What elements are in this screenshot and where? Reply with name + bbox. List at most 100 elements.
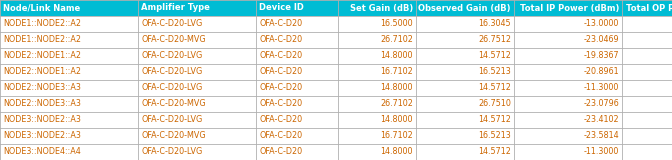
Bar bbox=[514, 0, 622, 16]
Bar bbox=[338, 64, 416, 80]
Bar bbox=[0, 112, 138, 128]
Bar bbox=[514, 96, 622, 112]
Bar bbox=[622, 80, 672, 96]
Text: 16.7102: 16.7102 bbox=[380, 68, 413, 76]
Bar bbox=[514, 80, 622, 96]
Bar bbox=[514, 128, 622, 144]
Bar bbox=[256, 80, 338, 96]
Bar bbox=[138, 64, 256, 80]
Bar bbox=[416, 32, 514, 48]
Bar bbox=[138, 0, 256, 16]
Text: 14.8000: 14.8000 bbox=[380, 52, 413, 60]
Text: -23.4102: -23.4102 bbox=[583, 116, 619, 124]
Bar bbox=[622, 32, 672, 48]
Bar bbox=[138, 96, 256, 112]
Bar bbox=[514, 112, 622, 128]
Bar bbox=[0, 96, 138, 112]
Bar bbox=[416, 80, 514, 96]
Bar bbox=[416, 0, 514, 16]
Text: 16.5213: 16.5213 bbox=[478, 132, 511, 140]
Text: OFA-C-D20: OFA-C-D20 bbox=[259, 100, 302, 108]
Text: 14.5712: 14.5712 bbox=[478, 84, 511, 92]
Bar bbox=[138, 112, 256, 128]
Bar bbox=[416, 112, 514, 128]
Text: -23.5814: -23.5814 bbox=[583, 132, 619, 140]
Bar bbox=[338, 16, 416, 32]
Text: NODE1::NODE2::A2: NODE1::NODE2::A2 bbox=[3, 20, 81, 28]
Bar bbox=[338, 128, 416, 144]
Text: -23.0796: -23.0796 bbox=[583, 100, 619, 108]
Text: 14.5712: 14.5712 bbox=[478, 116, 511, 124]
Text: OFA-C-D20: OFA-C-D20 bbox=[259, 132, 302, 140]
Text: OFA-C-D20: OFA-C-D20 bbox=[259, 20, 302, 28]
Bar bbox=[256, 96, 338, 112]
Text: 16.5213: 16.5213 bbox=[478, 68, 511, 76]
Text: 26.7102: 26.7102 bbox=[380, 100, 413, 108]
Bar bbox=[138, 16, 256, 32]
Text: OFA-C-D20: OFA-C-D20 bbox=[259, 116, 302, 124]
Text: OFA-C-D20-MVG: OFA-C-D20-MVG bbox=[141, 100, 206, 108]
Bar bbox=[416, 144, 514, 160]
Text: NODE2::NODE3::A3: NODE2::NODE3::A3 bbox=[3, 100, 81, 108]
Bar bbox=[0, 32, 138, 48]
Text: NODE2::NODE1::A2: NODE2::NODE1::A2 bbox=[3, 52, 81, 60]
Bar bbox=[256, 144, 338, 160]
Bar bbox=[338, 32, 416, 48]
Bar bbox=[622, 112, 672, 128]
Bar bbox=[338, 80, 416, 96]
Text: OFA-C-D20-LVG: OFA-C-D20-LVG bbox=[141, 20, 202, 28]
Bar bbox=[256, 64, 338, 80]
Bar bbox=[256, 0, 338, 16]
Text: 16.7102: 16.7102 bbox=[380, 132, 413, 140]
Text: -13.0000: -13.0000 bbox=[583, 20, 619, 28]
Text: NODE2::NODE3::A3: NODE2::NODE3::A3 bbox=[3, 84, 81, 92]
Bar bbox=[256, 128, 338, 144]
Text: 14.8000: 14.8000 bbox=[380, 148, 413, 156]
Text: OFA-C-D20-MVG: OFA-C-D20-MVG bbox=[141, 36, 206, 44]
Text: -23.0469: -23.0469 bbox=[583, 36, 619, 44]
Text: OFA-C-D20: OFA-C-D20 bbox=[259, 84, 302, 92]
Bar bbox=[622, 48, 672, 64]
Bar bbox=[256, 16, 338, 32]
Bar bbox=[514, 16, 622, 32]
Text: Total OP Power (dBm): Total OP Power (dBm) bbox=[626, 4, 672, 12]
Text: NODE1::NODE2::A2: NODE1::NODE2::A2 bbox=[3, 36, 81, 44]
Bar bbox=[416, 48, 514, 64]
Text: NODE3::NODE4::A4: NODE3::NODE4::A4 bbox=[3, 148, 81, 156]
Bar bbox=[514, 144, 622, 160]
Bar bbox=[138, 32, 256, 48]
Bar bbox=[622, 144, 672, 160]
Bar bbox=[622, 128, 672, 144]
Text: OFA-C-D20: OFA-C-D20 bbox=[259, 52, 302, 60]
Text: Set Gain (dB): Set Gain (dB) bbox=[349, 4, 413, 12]
Bar bbox=[416, 64, 514, 80]
Text: OFA-C-D20-LVG: OFA-C-D20-LVG bbox=[141, 68, 202, 76]
Text: NODE3::NODE2::A3: NODE3::NODE2::A3 bbox=[3, 116, 81, 124]
Bar bbox=[338, 144, 416, 160]
Text: Observed Gain (dB): Observed Gain (dB) bbox=[419, 4, 511, 12]
Text: 14.5712: 14.5712 bbox=[478, 52, 511, 60]
Bar bbox=[138, 144, 256, 160]
Text: 14.8000: 14.8000 bbox=[380, 84, 413, 92]
Text: -11.3000: -11.3000 bbox=[583, 84, 619, 92]
Bar bbox=[338, 48, 416, 64]
Bar bbox=[622, 96, 672, 112]
Bar bbox=[256, 48, 338, 64]
Bar bbox=[416, 96, 514, 112]
Bar bbox=[338, 0, 416, 16]
Bar bbox=[416, 16, 514, 32]
Text: 26.7512: 26.7512 bbox=[478, 36, 511, 44]
Bar bbox=[514, 64, 622, 80]
Bar bbox=[0, 144, 138, 160]
Text: NODE3::NODE2::A3: NODE3::NODE2::A3 bbox=[3, 132, 81, 140]
Bar bbox=[256, 112, 338, 128]
Text: 16.5000: 16.5000 bbox=[380, 20, 413, 28]
Text: Device ID: Device ID bbox=[259, 4, 304, 12]
Text: -20.8961: -20.8961 bbox=[583, 68, 619, 76]
Text: 14.5712: 14.5712 bbox=[478, 148, 511, 156]
Text: 26.7510: 26.7510 bbox=[478, 100, 511, 108]
Text: -11.3000: -11.3000 bbox=[583, 148, 619, 156]
Text: -19.8367: -19.8367 bbox=[583, 52, 619, 60]
Bar bbox=[0, 64, 138, 80]
Bar bbox=[0, 128, 138, 144]
